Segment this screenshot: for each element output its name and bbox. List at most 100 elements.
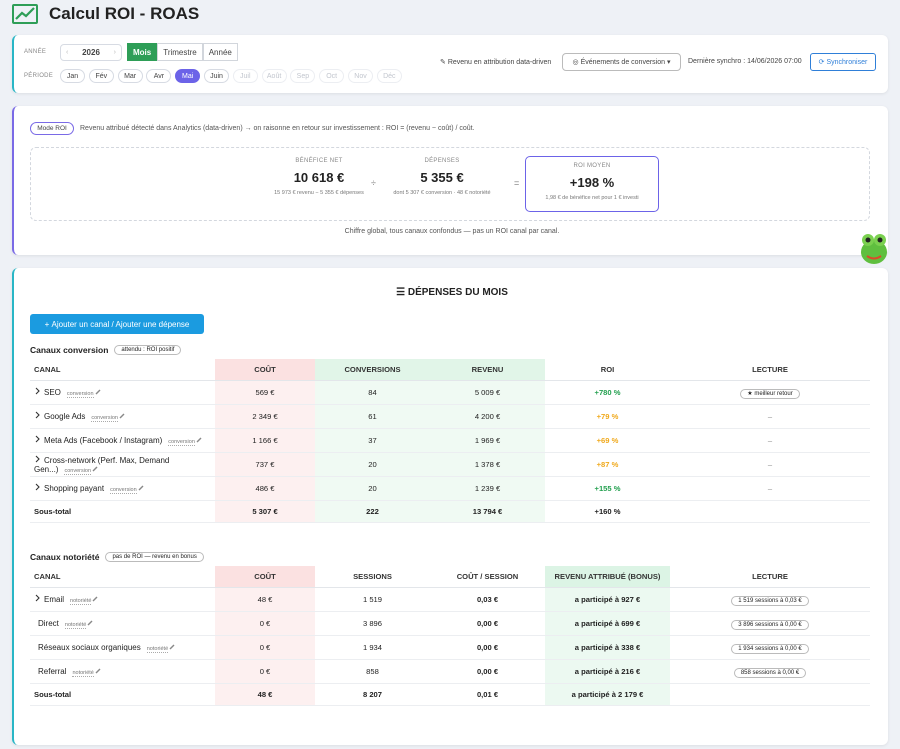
channel-tag[interactable]: conversion — [64, 467, 92, 475]
value-cell: a participé à 216 € — [545, 659, 670, 684]
channel-tag[interactable]: notoriété — [64, 621, 87, 629]
column-header: COÛT — [215, 566, 315, 588]
month-button: Juil — [232, 69, 258, 83]
sync-button[interactable]: ⟳ Synchroniser — [810, 53, 876, 71]
channel-cell: Cross-network (Perf. Max, Demand Gen...)… — [30, 452, 215, 477]
edit-icon[interactable] — [92, 596, 98, 602]
value-cell: 0,00 € — [430, 659, 545, 684]
channel-row[interactable]: Cross-network (Perf. Max, Demand Gen...)… — [30, 452, 870, 477]
channel-tag[interactable]: notoriété — [146, 645, 169, 653]
channel-tag[interactable]: conversion — [168, 439, 195, 446]
mode-button[interactable]: Année — [202, 43, 238, 61]
edit-icon[interactable] — [95, 668, 101, 674]
channel-tag[interactable]: notoriété — [70, 598, 92, 605]
channel-row[interactable]: Shopping payant conversion 486 € 20 1 239 € +… — [30, 476, 870, 501]
channel-tag[interactable]: conversion — [91, 415, 118, 422]
channel-name: SEO — [44, 388, 61, 397]
value: a participé à 216 € — [574, 666, 641, 676]
edit-icon[interactable] — [87, 620, 93, 626]
subtotal-cell: 48 € — [215, 683, 315, 706]
edit-icon[interactable] — [119, 413, 125, 419]
attribution-info: ✎ Revenu en attribution data-driven — [440, 59, 552, 66]
value-cell: 1 934 — [315, 635, 430, 660]
edit-icon[interactable] — [169, 644, 175, 650]
channel-row[interactable]: Google Ads conversion 2 349 € 61 4 200 € +79 … — [30, 404, 870, 429]
value: +780 % — [594, 387, 621, 397]
value-cell: 0,03 € — [430, 587, 545, 612]
expand-icon — [34, 455, 44, 465]
month-button[interactable]: Mai — [175, 69, 201, 83]
events-dropdown[interactable]: ◎ Événements de conversion ▾ — [562, 53, 681, 71]
month-button: Oct — [319, 69, 345, 83]
edit-icon[interactable] — [196, 437, 202, 443]
channel-cell: Meta Ads (Facebook / Instagram) conversio… — [30, 428, 215, 453]
attribution-text: Revenu en attribution data-driven — [447, 59, 552, 66]
edit-icon[interactable] — [92, 466, 98, 472]
channel-name: Meta Ads (Facebook / Instagram) — [44, 436, 163, 445]
value-cell: 858 — [315, 659, 430, 684]
value: 0,00 € — [476, 618, 499, 628]
month-button: Déc — [376, 69, 402, 83]
year-prev[interactable]: ‹ — [66, 49, 69, 56]
value-cell: 737 € — [215, 452, 315, 477]
value: a participé à 338 € — [574, 642, 641, 652]
value: a participé à 699 € — [574, 618, 641, 628]
add-channel-button[interactable]: + Ajouter un canal / Ajouter une dépense — [30, 314, 204, 334]
value-cell: 1 519 sessions à 0,03 € — [670, 587, 870, 612]
summary-card: DÉPENSES 5 355 € dont 5 307 € conversion ·… — [375, 156, 509, 212]
channel-row: Réseaux sociaux organiques notoriété 0 € 1 … — [30, 635, 870, 660]
value-cell: a participé à 699 € — [545, 611, 670, 636]
month-button[interactable]: Juin — [204, 69, 229, 83]
channel-cell: Réseaux sociaux organiques notoriété — [30, 635, 215, 660]
value-cell: 3 896 — [315, 611, 430, 636]
subtotal-cell: +160 % — [545, 500, 670, 523]
month-button[interactable]: Fév — [88, 69, 114, 83]
value: 48 € — [257, 594, 273, 604]
roi-card: Mode ROI Revenu attribué détecté dans An… — [12, 106, 888, 255]
operator: = — [514, 178, 520, 188]
section-badge: attendu : ROI positif — [114, 345, 182, 355]
value-cell: 3 896 sessions à 0,00 € — [670, 611, 870, 636]
channel-tag[interactable]: notoriété — [72, 669, 94, 677]
channel-row[interactable]: Meta Ads (Facebook / Instagram) conversio… — [30, 428, 870, 453]
summary-card: BÉNÉFICE NET 10 618 € 15 973 € revenu − 5 … — [252, 156, 386, 212]
edit-icon[interactable] — [138, 485, 144, 491]
channel-row[interactable]: SEO conversion 569 € 84 5 009 € +780 % ★ meill… — [30, 380, 870, 405]
value: 2 349 € — [252, 411, 278, 421]
lecture: – — [767, 459, 773, 469]
channel-tag[interactable]: conversion — [110, 487, 137, 494]
year-next[interactable]: › — [113, 49, 116, 56]
channel-tag[interactable]: conversion — [66, 391, 94, 398]
month-button[interactable]: Mar — [117, 69, 143, 83]
channel-name: Referral — [38, 666, 67, 676]
section-header: Canaux conversion attendu : ROI positif — [30, 343, 870, 357]
value: 1 934 — [362, 642, 382, 652]
mode-button[interactable]: Mois — [127, 43, 158, 61]
value: 0,00 € — [476, 666, 499, 676]
year-label: ANNÉE — [24, 49, 47, 55]
value: 1 239 € — [474, 483, 501, 493]
channel-row[interactable]: Email notoriété 48 € 1 519 0,03 € a participé… — [30, 587, 870, 612]
card-note: 1,98 € de bénéfice net pour 1 € investi — [545, 195, 639, 201]
mode-button[interactable]: Trimestre — [157, 43, 203, 61]
channel-table: CANAL COÛT SESSIONS COÛT / SESSION REVENU AT… — [30, 566, 870, 706]
month-button[interactable]: Avr — [146, 69, 172, 83]
card-value: 5 355 € — [420, 170, 464, 185]
value-cell: 1 934 sessions à 0,00 € — [670, 635, 870, 660]
edit-icon[interactable] — [95, 389, 101, 395]
month-button[interactable]: Jan — [60, 69, 85, 83]
column-header: LECTURE — [670, 359, 870, 381]
year-picker[interactable]: ‹ 2026 › — [60, 44, 122, 61]
operator: ÷ — [371, 178, 376, 188]
value-cell: 48 € — [215, 587, 315, 612]
channel-cell: Direct notoriété — [30, 611, 215, 636]
channel-name: Cross-network (Perf. Max, Demand Gen...) — [34, 455, 170, 474]
filters-card: ANNÉE ‹ 2026 › Mois Trimestre Année PÉRIODE … — [12, 35, 888, 93]
roi-footnote: Chiffre global, tous canaux confondus — … — [344, 228, 560, 235]
card-label: BÉNÉFICE NET — [295, 158, 343, 164]
value: 858 — [366, 666, 379, 676]
value-cell: 20 — [315, 476, 430, 501]
value-cell: 1 969 € — [430, 428, 545, 453]
channel-cell: Google Ads conversion — [30, 404, 215, 429]
card-label: ROI MOYEN — [573, 163, 611, 169]
